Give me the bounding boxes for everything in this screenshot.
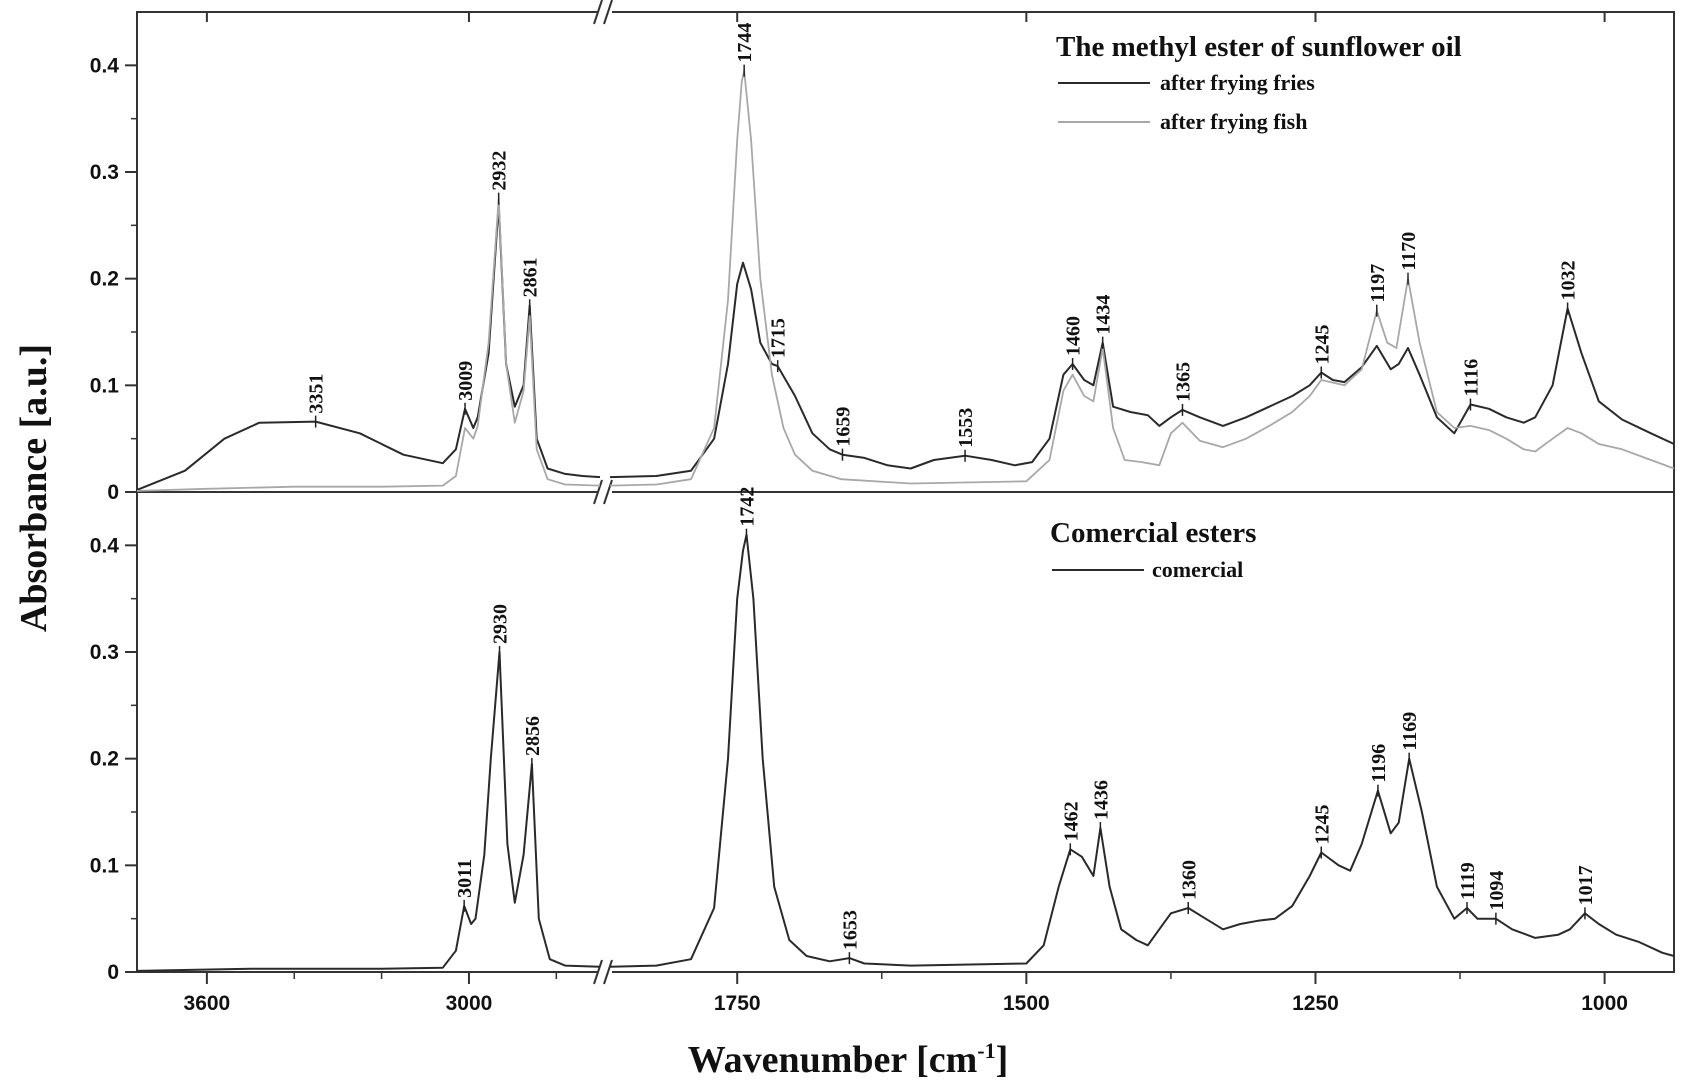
chart-frame [136, 0, 1675, 986]
axis-break-mark [603, 959, 613, 985]
y-tick-label: 0.2 [90, 268, 119, 291]
axis-break-mark [593, 0, 603, 25]
x-tick-label: 1750 [714, 992, 761, 1015]
peak-labels: 3351 3009 2932 2861 1744 1715 1659 1553 1460 1434… [306, 23, 1597, 965]
peak-label-1462: 1462 [1060, 801, 1082, 841]
legend-bottom: Comercial esters comercial [1050, 517, 1256, 582]
peak-label-1196: 1196 [1368, 744, 1390, 783]
peak-label-1742: 1742 [736, 487, 758, 527]
peak-label-1360: 1360 [1178, 860, 1200, 900]
x-axis-title-main: Wavenumber [cm [688, 1039, 978, 1081]
y-tick-label: 0.1 [90, 854, 120, 877]
peak-label-1659: 1659 [832, 407, 854, 447]
series-line-comercial-right [609, 533, 1675, 968]
axis-break-gap [598, 0, 612, 26]
x-tick-label: 3000 [446, 992, 493, 1015]
peak-label-1116: 1116 [1460, 359, 1482, 397]
y-tick-label: 0.4 [90, 54, 120, 77]
x-axis-title: Wavenumber [cm-1] [688, 1038, 1009, 1081]
axis-break-gap [598, 958, 612, 986]
panel-frame-bottom [136, 491, 1675, 973]
peak-label-2932: 2932 [489, 151, 511, 191]
peak-label-1245: 1245 [1311, 805, 1333, 845]
peak-label-1365: 1365 [1172, 362, 1194, 402]
peak-label-3351: 3351 [306, 374, 328, 414]
peak-label-1032: 1032 [1558, 261, 1580, 301]
peak-label-1434: 1434 [1093, 295, 1115, 335]
peak-label-1715: 1715 [768, 318, 790, 358]
peak-label-1436: 1436 [1090, 780, 1112, 820]
legend-label-after-frying-fries: after frying fries [1160, 70, 1315, 95]
x-tick-label: 3600 [184, 992, 231, 1015]
peak-label-1460: 1460 [1063, 316, 1085, 356]
legend-top: The methyl ester of sunflower oil after … [1056, 31, 1462, 134]
peak-label-1744: 1744 [734, 23, 756, 63]
y-tick-label: 0.4 [90, 534, 120, 557]
y-tick-label: 0.3 [90, 161, 119, 184]
series-lines [136, 69, 1675, 972]
series-line-after-frying-fish-left [136, 197, 601, 492]
y-tick-label: 0.3 [90, 641, 119, 664]
y-tick-label: 0 [107, 481, 119, 504]
series-line-after-frying-fries-left [136, 203, 601, 491]
peak-label-2861: 2861 [520, 257, 542, 297]
y-tick-label: 0.1 [90, 374, 120, 397]
x-axis-title-suffix: ] [996, 1039, 1009, 1081]
axis-break-mark [603, 479, 613, 505]
x-tick-label: 1250 [1292, 992, 1339, 1015]
peak-label-1553: 1553 [955, 408, 977, 448]
legend-bottom-title: Comercial esters [1050, 517, 1256, 549]
legend-label-after-frying-fish: after frying fish [1160, 109, 1307, 134]
series-line-after-frying-fish-right [609, 69, 1675, 487]
peak-label-3009: 3009 [455, 361, 477, 401]
peak-label-1119: 1119 [1457, 862, 1479, 900]
x-tick-label: 1500 [1003, 992, 1050, 1015]
peak-label-1170: 1170 [1398, 232, 1420, 271]
peak-label-1653: 1653 [839, 910, 861, 950]
legend-top-title: The methyl ester of sunflower oil [1056, 31, 1462, 63]
tick-marks [125, 12, 1606, 984]
axis-break-mark [603, 0, 613, 25]
peak-label-2856: 2856 [522, 716, 544, 756]
peak-label-3011: 3011 [454, 859, 476, 898]
y-tick-label: 0.2 [90, 748, 119, 771]
x-tick-label: 1000 [1581, 992, 1628, 1015]
axis-break-mark [593, 479, 603, 505]
tick-labels: 0 0.1 0.2 0.3 0.4 0 0.1 0.2 0.3 0.4 3600 3000 1750 15… [90, 54, 1628, 1015]
axis-break-mark [593, 959, 603, 985]
peak-label-1169: 1169 [1399, 712, 1421, 751]
y-tick-label: 0 [107, 961, 119, 984]
peak-label-1094: 1094 [1486, 871, 1508, 911]
y-axis-title: Absorbance [a.u.] [13, 344, 55, 632]
peak-label-1245: 1245 [1311, 325, 1333, 365]
peak-label-2930: 2930 [490, 604, 512, 644]
series-line-comercial-left [136, 651, 601, 972]
x-axis-title-superscript: -1 [977, 1038, 995, 1063]
panel-frame-top [136, 11, 1675, 493]
axis-break-gap [598, 478, 612, 506]
peak-label-1197: 1197 [1367, 264, 1389, 303]
peak-label-1017: 1017 [1575, 865, 1597, 905]
series-line-after-frying-fries-right [609, 261, 1675, 479]
legend-label-comercial: comercial [1152, 557, 1243, 582]
